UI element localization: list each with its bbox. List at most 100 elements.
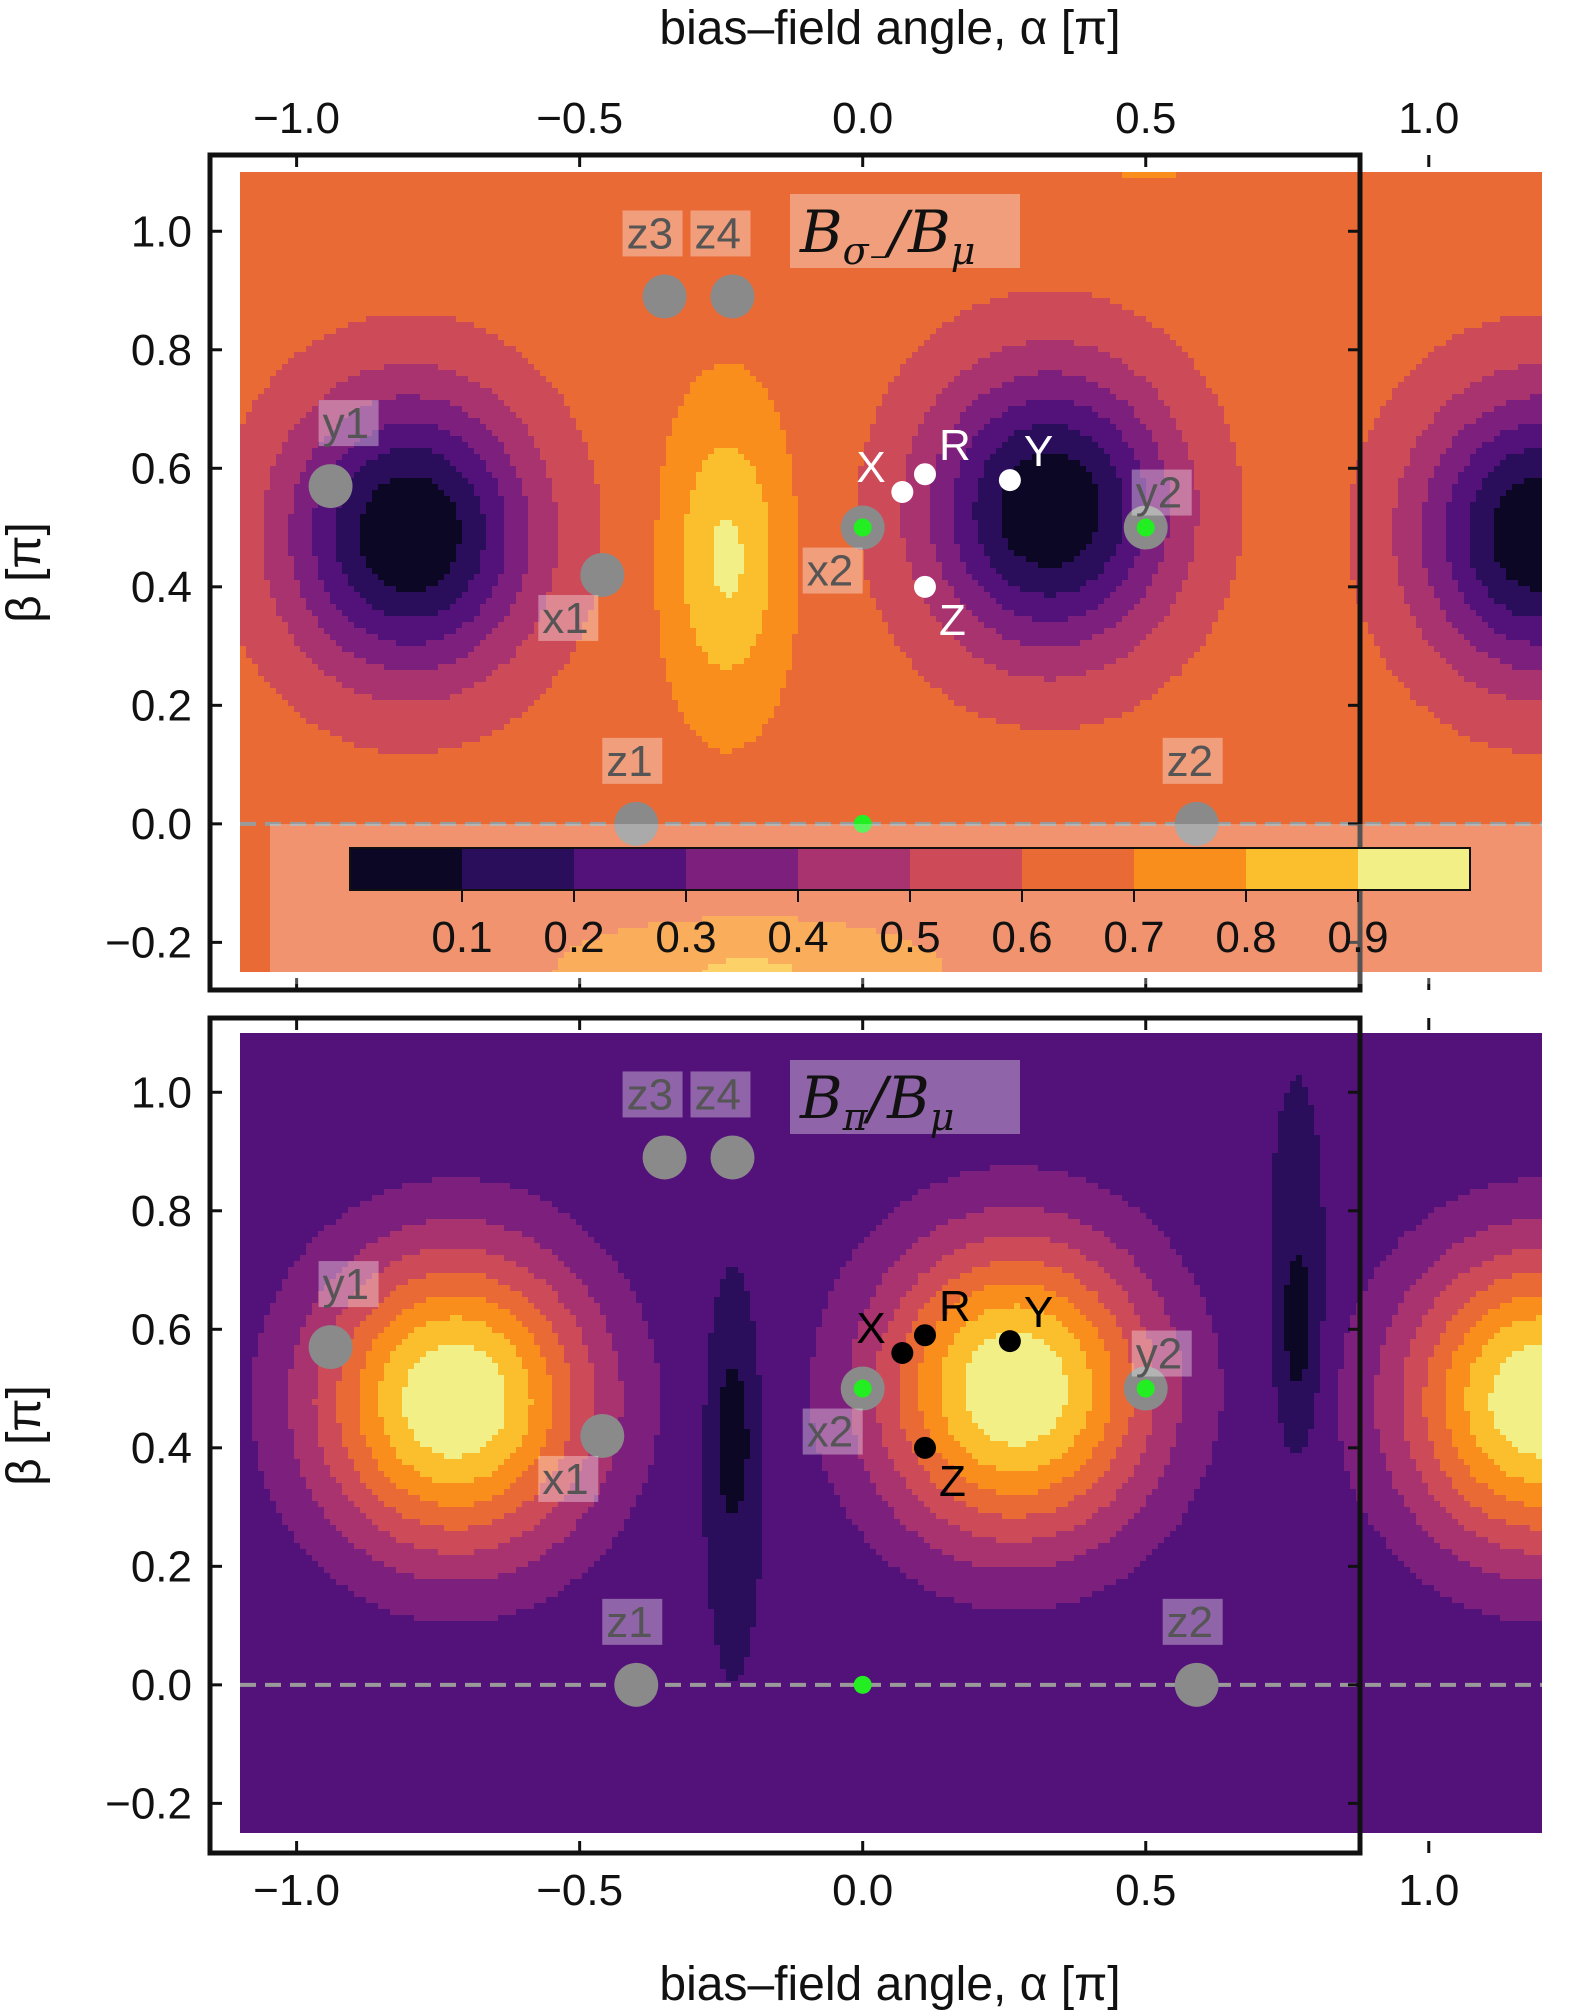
heatmap-cell: [1038, 226, 1045, 233]
heatmap-cell: [1218, 262, 1225, 269]
heatmap-cell: [1428, 178, 1435, 185]
heatmap-cell: [1110, 286, 1117, 293]
heatmap-cell: [468, 172, 475, 179]
heatmap-cell: [1302, 250, 1309, 257]
heatmap-cell: [870, 286, 877, 293]
heatmap-cell: [1506, 298, 1513, 305]
heatmap-cell: [1044, 202, 1051, 209]
heatmap-cell: [282, 298, 289, 305]
heatmap-cell: [366, 214, 373, 221]
heatmap-cell: [474, 232, 481, 239]
heatmap-cell: [912, 304, 919, 311]
heatmap-cell: [972, 280, 979, 287]
heatmap-cell: [1434, 214, 1441, 221]
heatmap-cell: [1032, 292, 1039, 299]
heatmap-cell: [324, 226, 331, 233]
heatmap-cell: [1410, 298, 1417, 305]
heatmap-cell: [360, 256, 367, 263]
heatmap-cell: [696, 268, 703, 275]
heatmap-cell: [798, 214, 805, 221]
heatmap-cell: [984, 220, 991, 227]
heatmap-cell: [798, 190, 805, 197]
heatmap-cell: [900, 196, 907, 203]
heatmap-cell: [252, 286, 259, 293]
heatmap-cell: [1062, 244, 1069, 251]
heatmap-cell: [792, 238, 799, 245]
heatmap-cell: [1068, 190, 1075, 197]
heatmap-cell: [420, 244, 427, 251]
heatmap-cell: [498, 196, 505, 203]
heatmap-cell: [1296, 274, 1303, 281]
heatmap-cell: [1272, 172, 1279, 179]
heatmap-cell: [294, 196, 301, 203]
heatmap-cell: [1110, 238, 1117, 245]
heatmap-cell: [636, 184, 643, 191]
heatmap-cell: [900, 220, 907, 227]
heatmap-cell: [810, 232, 817, 239]
heatmap-cell: [1326, 286, 1333, 293]
heatmap-cell: [1494, 232, 1501, 239]
heatmap-cell: [1074, 178, 1081, 185]
heatmap-cell: [390, 256, 397, 263]
heatmap-cell: [1416, 196, 1423, 203]
heatmap-cell: [396, 226, 403, 233]
heatmap-cell: [1206, 274, 1213, 281]
heatmap-cell: [1170, 244, 1177, 251]
heatmap-cell: [570, 184, 577, 191]
heatmap-cell: [1518, 280, 1525, 287]
heatmap-cell: [306, 304, 313, 311]
heatmap-cell: [1032, 196, 1039, 203]
heatmap-cell: [942, 274, 949, 281]
heatmap-cell: [852, 226, 859, 233]
heatmap-cell: [366, 280, 373, 287]
heatmap-cell: [438, 298, 445, 305]
heatmap-cell: [1266, 262, 1273, 269]
heatmap-cell: [1470, 304, 1477, 311]
heatmap-cell: [516, 184, 523, 191]
heatmap-cell: [276, 244, 283, 251]
heatmap-cell: [1512, 298, 1519, 305]
heatmap-cell: [402, 274, 409, 281]
heatmap-cell: [552, 262, 559, 269]
heatmap-cell: [1416, 232, 1423, 239]
heatmap-cell: [1398, 298, 1405, 305]
heatmap-cell: [1338, 298, 1345, 305]
heatmap-cell: [1038, 232, 1045, 239]
heatmap-cell: [1446, 190, 1453, 197]
heatmap-cell: [432, 280, 439, 287]
heatmap-cell: [426, 232, 433, 239]
heatmap-cell: [804, 262, 811, 269]
heatmap-cell: [1026, 190, 1033, 197]
heatmap-cell: [882, 190, 889, 197]
heatmap-cell: [942, 190, 949, 197]
heatmap-cell: [1338, 232, 1345, 239]
heatmap-cell: [636, 178, 643, 185]
heatmap-cell: [390, 172, 397, 179]
heatmap-cell: [1254, 292, 1261, 299]
heatmap-cell: [1536, 172, 1542, 179]
heatmap-cell: [906, 226, 913, 233]
heatmap-cell: [1224, 226, 1231, 233]
heatmap-cell: [834, 262, 841, 269]
heatmap-cell: [582, 304, 589, 311]
heatmap-cell: [564, 190, 571, 197]
heatmap-cell: [642, 172, 649, 179]
heatmap-cell: [1062, 304, 1069, 311]
heatmap-cell: [1374, 184, 1381, 191]
heatmap-cell: [1032, 232, 1039, 239]
heatmap-cell: [336, 238, 343, 245]
heatmap-cell: [930, 226, 937, 233]
heatmap-cell: [1500, 298, 1507, 305]
heatmap-cell: [1398, 232, 1405, 239]
heatmap-cell: [300, 238, 307, 245]
heatmap-cell: [864, 190, 871, 197]
heatmap-cell: [408, 292, 415, 299]
heatmap-cell: [1308, 244, 1315, 251]
heatmap-cell: [492, 220, 499, 227]
heatmap-cell: [612, 250, 619, 257]
heatmap-cell: [354, 268, 361, 275]
heatmap-cell: [1404, 286, 1411, 293]
heatmap-cell: [1122, 244, 1129, 251]
heatmap-cell: [1296, 202, 1303, 209]
heatmap-cell: [1062, 190, 1069, 197]
